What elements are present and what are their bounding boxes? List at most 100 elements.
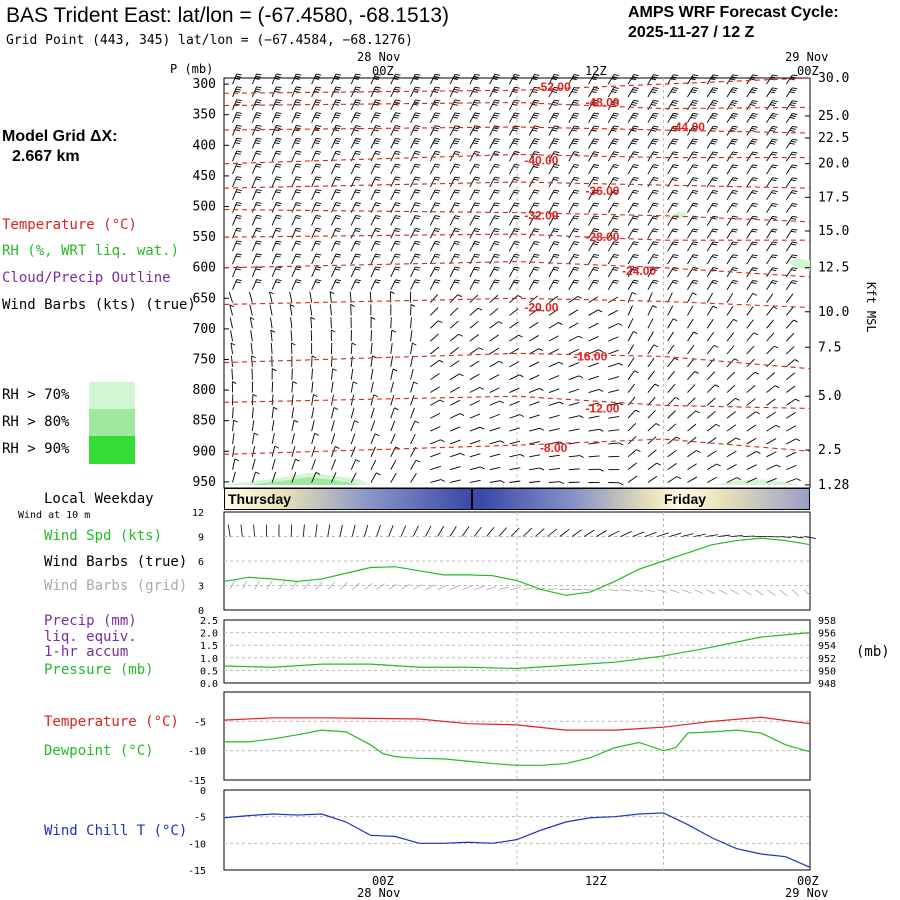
wind-barb-staff bbox=[647, 318, 654, 329]
wind-barb bbox=[489, 387, 500, 393]
wind-barb-flag bbox=[559, 481, 565, 485]
wind-barb-flag bbox=[414, 268, 420, 271]
wind-barb-flag bbox=[294, 142, 300, 145]
wind-barb-staff bbox=[232, 112, 238, 123]
wind-barb-staff bbox=[489, 400, 500, 406]
wind-barb bbox=[786, 385, 796, 393]
wind-barb-staff bbox=[309, 291, 313, 303]
wind-barb bbox=[350, 407, 355, 419]
wind-barb bbox=[608, 309, 619, 316]
wind-barb-staff bbox=[766, 267, 773, 278]
wind-barb-flag bbox=[751, 256, 757, 259]
wind-barb bbox=[271, 458, 276, 470]
wind-barb-staff bbox=[786, 425, 797, 432]
wind-barb-flag bbox=[653, 99, 659, 102]
wind-barb-staff bbox=[588, 402, 600, 406]
wind-barb-flag bbox=[255, 178, 261, 181]
wind-barb-flag bbox=[334, 101, 341, 104]
wind-barb-staff bbox=[232, 458, 236, 470]
wind-barb-flag bbox=[454, 176, 461, 179]
wind-barb-flag bbox=[314, 78, 320, 80]
wind-barb bbox=[726, 177, 738, 188]
wind-barb-flag bbox=[252, 394, 258, 397]
wind-barb-staff bbox=[568, 177, 575, 188]
wind-barb bbox=[350, 189, 361, 200]
wind-barb-flag bbox=[712, 279, 719, 282]
wind-barb-flag bbox=[711, 127, 717, 130]
wind-barb-flag bbox=[653, 151, 659, 154]
wind-barb-flag bbox=[355, 99, 361, 102]
wind-barb bbox=[251, 394, 258, 406]
wind-barb-flag bbox=[534, 241, 540, 243]
wind-barb-flag bbox=[354, 101, 360, 104]
wind-barb-staff bbox=[687, 318, 694, 329]
wind-barb-flag bbox=[790, 217, 797, 220]
wind-barb bbox=[687, 138, 699, 149]
wind-barb bbox=[350, 112, 361, 123]
top-tick-00z-end: 00Z bbox=[797, 64, 819, 78]
wind-barb-flag bbox=[354, 165, 360, 168]
wind-barb-flag bbox=[474, 202, 480, 205]
wind-barb-flag bbox=[572, 166, 579, 168]
wind-barb-flag bbox=[672, 269, 678, 271]
wind-barb-staff bbox=[311, 189, 317, 200]
wind-barb-staff bbox=[430, 346, 440, 355]
wind-barb bbox=[370, 163, 381, 175]
wind-barb bbox=[726, 202, 738, 213]
wind-barb-flag bbox=[514, 125, 520, 128]
surface-wind-barb bbox=[522, 527, 533, 537]
wind-barb-flag bbox=[691, 114, 698, 117]
wind-barb-staff bbox=[309, 304, 313, 316]
wind-barb-staff bbox=[726, 292, 734, 303]
wind-barb-flag bbox=[275, 88, 281, 91]
wind-barb-flag bbox=[574, 74, 580, 76]
wind-barb bbox=[449, 215, 461, 226]
wind-barb bbox=[232, 189, 242, 200]
wind-barb-flag bbox=[792, 280, 798, 283]
wind-barb bbox=[706, 450, 717, 458]
surface-wind-barb bbox=[240, 524, 243, 537]
wind-barb bbox=[627, 112, 639, 123]
wind-barb bbox=[489, 427, 501, 432]
wind-barb-staff bbox=[449, 241, 456, 252]
wind-barb-flag bbox=[593, 164, 600, 166]
wind-barb-flag bbox=[235, 165, 241, 168]
wind-barb-flag bbox=[395, 125, 401, 128]
wind-barb bbox=[489, 151, 500, 162]
wind-barb-flag bbox=[234, 90, 240, 93]
wind-barb-staff bbox=[667, 254, 674, 265]
wind-barb bbox=[785, 228, 798, 239]
wind-barb-flag bbox=[673, 202, 679, 205]
wind-barb bbox=[588, 112, 600, 123]
wind-barb-flag bbox=[472, 129, 478, 132]
wind-barb bbox=[548, 454, 560, 458]
wind-barb bbox=[608, 362, 623, 368]
wind-barb-flag bbox=[276, 163, 282, 166]
wind-barb-staff bbox=[568, 87, 575, 98]
wind-barb-flag bbox=[534, 189, 540, 192]
wind-barb bbox=[548, 401, 564, 406]
wind-barb-flag bbox=[655, 423, 661, 426]
wind-barb-flag bbox=[532, 91, 538, 93]
wind-barb-flag bbox=[714, 384, 720, 388]
wind-barb-staff bbox=[667, 357, 675, 368]
wind-barb bbox=[251, 253, 262, 265]
wind-barb-flag bbox=[611, 129, 617, 132]
wind-barb-flag bbox=[612, 243, 618, 246]
wind-barb bbox=[746, 241, 758, 252]
wind-barb-flag bbox=[395, 266, 401, 269]
wind-barb-flag bbox=[674, 357, 679, 361]
wind-barb-flag bbox=[598, 349, 603, 353]
wind-barb-flag bbox=[355, 150, 361, 153]
wind-barb bbox=[390, 368, 398, 380]
wind-barb bbox=[390, 189, 401, 200]
wind-barb-flag bbox=[553, 268, 559, 271]
wind-barb-staff bbox=[647, 241, 654, 252]
wind-barb bbox=[410, 459, 421, 470]
wind-barb bbox=[489, 73, 500, 85]
pressure-tick-400: 400 bbox=[193, 138, 216, 153]
wind-barb-flag bbox=[255, 127, 261, 130]
wind-barb-flag bbox=[394, 204, 400, 207]
wind-barb bbox=[647, 305, 657, 316]
wind-barb bbox=[230, 330, 233, 342]
